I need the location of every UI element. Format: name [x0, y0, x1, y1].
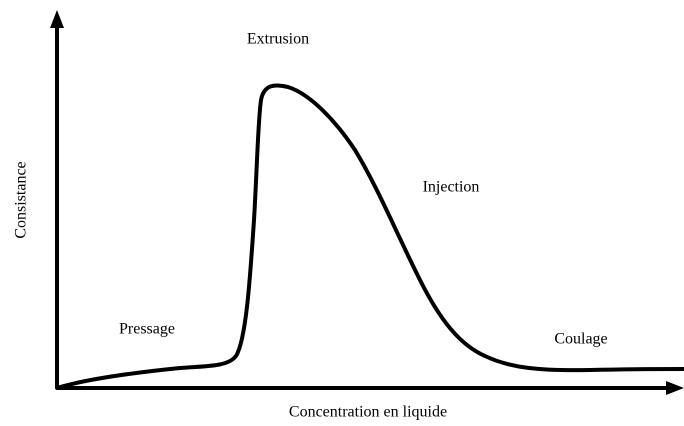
region-label: Injection — [423, 179, 480, 196]
x-axis-label: Concentration en liquide — [289, 404, 447, 421]
x-axis-arrow — [666, 381, 684, 395]
consistency-curve — [55, 83, 684, 390]
region-label: Coulage — [554, 331, 607, 348]
region-label: Extrusion — [247, 31, 309, 48]
y-axis-arrow — [50, 10, 64, 28]
region-label: Pressage — [119, 321, 175, 338]
y-axis-label: Consistance — [13, 161, 30, 238]
